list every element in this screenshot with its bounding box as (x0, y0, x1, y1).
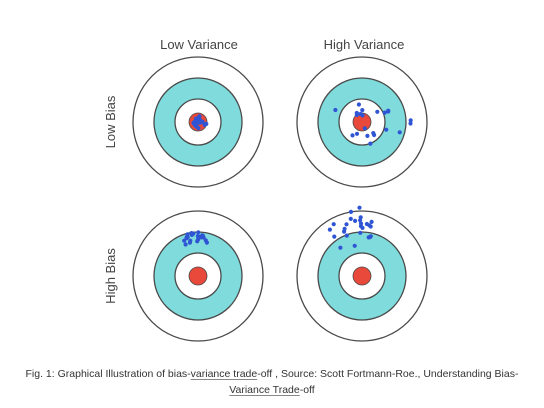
shot-dot (408, 121, 413, 126)
shot-dot (189, 232, 194, 237)
target-3 (132, 210, 264, 342)
shot-dot (369, 219, 374, 224)
caption-text-2: -off , Source: Scott Fortmann-Roe., Unde… (257, 368, 519, 380)
caption-link-variance-trade-2[interactable]: Variance Trade (229, 384, 300, 396)
shot-dot (371, 131, 376, 136)
shot-dot (327, 227, 332, 232)
column-label-low-variance: Low Variance (160, 37, 238, 52)
shot-dot (354, 112, 359, 118)
shot-dot (357, 205, 362, 210)
shot-dot (362, 126, 367, 131)
shot-dot (365, 133, 370, 138)
caption-text-3: -off (299, 384, 315, 396)
shot-dot (382, 110, 387, 115)
bullseye (188, 266, 208, 286)
target-2 (296, 56, 428, 188)
shot-dot (348, 216, 353, 221)
shot-dot (350, 133, 355, 138)
shot-dot (194, 121, 199, 126)
bullseye (352, 266, 372, 286)
row-label-high-bias: High Bias (103, 248, 118, 304)
shot-dot (332, 234, 337, 239)
target-1 (132, 56, 264, 188)
shot-dot (354, 131, 360, 136)
shot-dot (333, 107, 338, 113)
caption-link-variance-trade[interactable]: variance trade (190, 368, 258, 380)
shot-dot (338, 245, 343, 250)
shot-dot (368, 234, 373, 239)
shot-dot (331, 222, 336, 227)
shot-dot (184, 235, 189, 240)
figure-caption: Fig. 1: Graphical Illustration of bias-v… (8, 366, 536, 398)
shot-dot (358, 111, 363, 117)
shot-dot (386, 108, 391, 113)
row-label-low-bias: Low Bias (103, 95, 118, 148)
shot-dot (368, 141, 373, 146)
shot-dot (196, 230, 201, 235)
column-label-high-variance: High Variance (324, 37, 405, 52)
shot-dot (199, 235, 204, 240)
shot-dot (348, 209, 354, 214)
caption-text-1: Fig. 1: Graphical Illustration of bias- (25, 368, 191, 380)
shot-dot (188, 238, 193, 243)
shot-dot (364, 221, 369, 227)
shot-dot (344, 233, 349, 238)
shot-dot (183, 242, 188, 247)
shot-dot (358, 221, 364, 226)
shot-dot (358, 218, 363, 223)
shot-dot (344, 222, 349, 227)
shot-dot (195, 117, 200, 122)
shot-dot (358, 230, 363, 235)
shot-dot (384, 127, 389, 132)
shot-dot (352, 243, 357, 248)
shot-dot (194, 124, 199, 129)
shot-dot (204, 121, 209, 126)
shot-dot (360, 225, 365, 230)
shot-dot (342, 229, 347, 234)
shot-dot (375, 109, 380, 114)
shot-dot (397, 130, 402, 135)
shot-dot (353, 218, 358, 223)
shot-dot (356, 102, 361, 107)
target-4 (296, 205, 428, 342)
shot-dot (204, 240, 209, 245)
shot-dot (360, 108, 365, 113)
shot-dot (408, 118, 413, 123)
targets-group (132, 56, 428, 342)
